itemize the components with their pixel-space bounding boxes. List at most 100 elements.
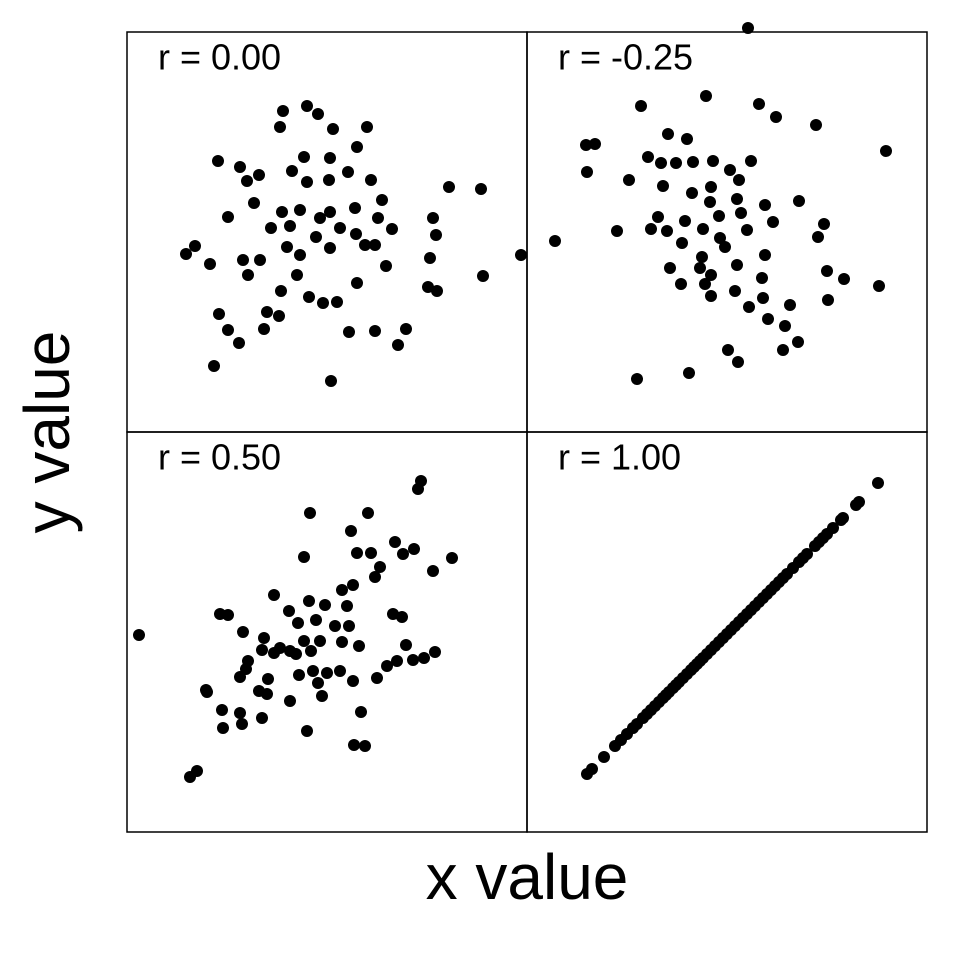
point bbox=[586, 763, 598, 775]
point bbox=[418, 652, 430, 664]
point bbox=[284, 220, 296, 232]
point bbox=[208, 360, 220, 372]
panel: r = 0.50 bbox=[126, 431, 528, 833]
point bbox=[275, 285, 287, 297]
point bbox=[777, 344, 789, 356]
panel-frame bbox=[526, 431, 928, 833]
point bbox=[336, 636, 348, 648]
point bbox=[298, 551, 310, 563]
point bbox=[683, 367, 695, 379]
point bbox=[681, 133, 693, 145]
point bbox=[743, 301, 755, 313]
panel-title: r = 0.50 bbox=[158, 437, 281, 478]
point bbox=[675, 278, 687, 290]
point bbox=[722, 344, 734, 356]
point bbox=[293, 669, 305, 681]
point bbox=[767, 216, 779, 228]
point bbox=[310, 231, 322, 243]
point bbox=[391, 655, 403, 667]
point bbox=[345, 525, 357, 537]
point bbox=[265, 222, 277, 234]
point bbox=[477, 270, 489, 282]
point bbox=[301, 176, 313, 188]
panel-title: r = 1.00 bbox=[558, 437, 681, 478]
point bbox=[372, 212, 384, 224]
point bbox=[515, 249, 527, 261]
point bbox=[757, 292, 769, 304]
point bbox=[184, 771, 196, 783]
point bbox=[217, 722, 229, 734]
point bbox=[258, 323, 270, 335]
point bbox=[347, 675, 359, 687]
point bbox=[705, 290, 717, 302]
point bbox=[307, 665, 319, 677]
point bbox=[213, 308, 225, 320]
point bbox=[324, 242, 336, 254]
point bbox=[334, 222, 346, 234]
point bbox=[248, 197, 260, 209]
point bbox=[713, 210, 725, 222]
point bbox=[427, 565, 439, 577]
point bbox=[329, 620, 341, 632]
panel-frame bbox=[526, 31, 928, 433]
point bbox=[821, 265, 833, 277]
point bbox=[810, 119, 822, 131]
point bbox=[312, 677, 324, 689]
panel: r = 0.00 bbox=[126, 31, 528, 433]
point bbox=[812, 231, 824, 243]
point bbox=[880, 145, 892, 157]
point bbox=[301, 725, 313, 737]
point bbox=[334, 665, 346, 677]
point bbox=[700, 90, 712, 102]
point bbox=[236, 718, 248, 730]
point bbox=[341, 600, 353, 612]
point bbox=[380, 260, 392, 272]
point bbox=[298, 635, 310, 647]
panel-frame bbox=[126, 31, 528, 433]
point bbox=[679, 215, 691, 227]
point bbox=[699, 278, 711, 290]
point bbox=[732, 356, 744, 368]
point bbox=[429, 646, 441, 658]
point bbox=[662, 128, 674, 140]
point bbox=[303, 291, 315, 303]
point bbox=[359, 740, 371, 752]
point bbox=[343, 326, 355, 338]
point bbox=[283, 605, 295, 617]
point bbox=[253, 169, 265, 181]
point bbox=[670, 157, 682, 169]
point bbox=[412, 483, 424, 495]
point bbox=[212, 155, 224, 167]
point bbox=[742, 22, 754, 34]
point bbox=[424, 252, 436, 264]
point bbox=[872, 477, 884, 489]
point bbox=[298, 151, 310, 163]
point bbox=[837, 512, 849, 524]
x-axis-label: x value bbox=[426, 841, 629, 913]
point bbox=[319, 599, 331, 611]
point bbox=[853, 496, 865, 508]
point bbox=[396, 611, 408, 623]
point bbox=[392, 339, 404, 351]
point bbox=[386, 223, 398, 235]
point bbox=[180, 248, 192, 260]
point bbox=[350, 228, 362, 240]
point bbox=[549, 235, 561, 247]
point bbox=[400, 323, 412, 335]
panel: r = -0.25 bbox=[526, 22, 928, 433]
point bbox=[801, 548, 813, 560]
point bbox=[756, 272, 768, 284]
point bbox=[623, 174, 635, 186]
point bbox=[234, 161, 246, 173]
point bbox=[261, 688, 273, 700]
point bbox=[581, 166, 593, 178]
point bbox=[719, 241, 731, 253]
point bbox=[645, 223, 657, 235]
point bbox=[222, 211, 234, 223]
point bbox=[369, 325, 381, 337]
point bbox=[631, 373, 643, 385]
point bbox=[838, 273, 850, 285]
point bbox=[686, 187, 698, 199]
point bbox=[216, 704, 228, 716]
